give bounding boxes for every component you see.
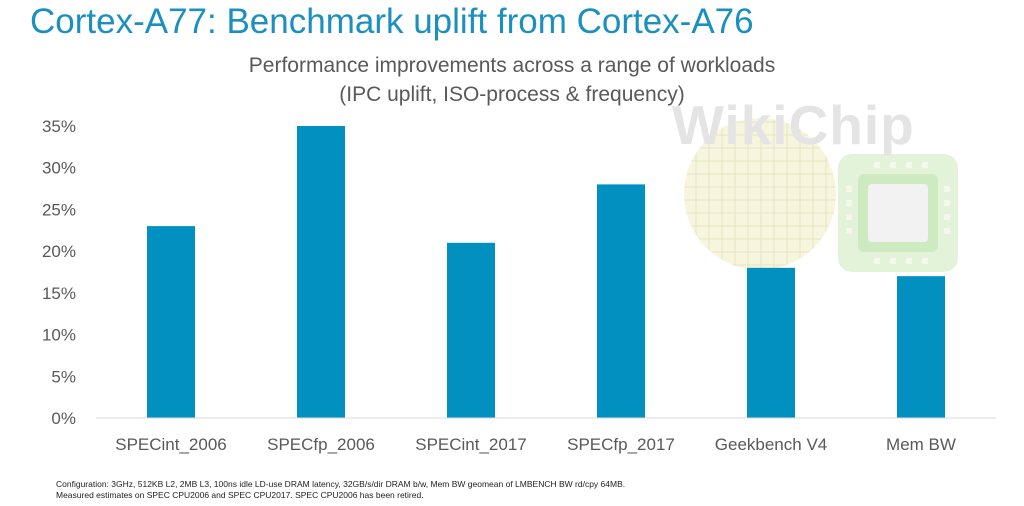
bar xyxy=(597,184,645,418)
slide-title: Cortex-A77: Benchmark uplift from Cortex… xyxy=(30,2,754,41)
bar xyxy=(747,267,795,418)
y-tick-label: 5% xyxy=(51,367,76,386)
x-tick-label: SPECfp_2006 xyxy=(267,435,375,454)
x-tick-label: SPECint_2006 xyxy=(115,435,227,454)
x-tick-label: SPECint_2017 xyxy=(415,435,527,454)
y-tick-label: 10% xyxy=(42,326,76,345)
y-axis-tick-labels: 0% 5% 10% 15% 20% 25% 30% 35% xyxy=(42,117,76,428)
bar xyxy=(897,276,945,418)
bar-chart: 0% 5% 10% 15% 20% 25% 30% 35% SPECint_2006 SPECf… xyxy=(42,117,996,454)
watermark-text: WikiChip xyxy=(672,94,915,156)
y-tick-label: 20% xyxy=(42,242,76,261)
x-tick-label: Mem BW xyxy=(886,435,956,454)
footnote-configuration: Configuration: 3GHz, 512KB L2, 2MB L3, 1… xyxy=(56,479,626,489)
bar xyxy=(297,126,345,418)
y-tick-label: 30% xyxy=(42,159,76,178)
chart-title-line-2: (IPC uplift, ISO-process & frequency) xyxy=(339,83,685,106)
y-tick-label: 15% xyxy=(42,284,76,303)
y-tick-label: 0% xyxy=(51,409,76,428)
footnote-measurement: Measured estimates on SPEC CPU2006 and S… xyxy=(56,490,424,500)
bar xyxy=(447,242,495,418)
y-tick-label: 35% xyxy=(42,117,76,136)
y-tick-label: 25% xyxy=(42,200,76,219)
x-tick-label: Geekbench V4 xyxy=(715,435,827,454)
bar xyxy=(147,226,195,418)
wikichip-watermark-logo xyxy=(684,118,958,272)
chart-title-line-1: Performance improvements across a range … xyxy=(248,54,776,77)
x-tick-label: SPECfp_2017 xyxy=(567,435,675,454)
bar-series xyxy=(147,126,945,418)
x-axis-tick-labels: SPECint_2006 SPECfp_2006 SPECint_2017 SPECf… xyxy=(115,435,956,454)
